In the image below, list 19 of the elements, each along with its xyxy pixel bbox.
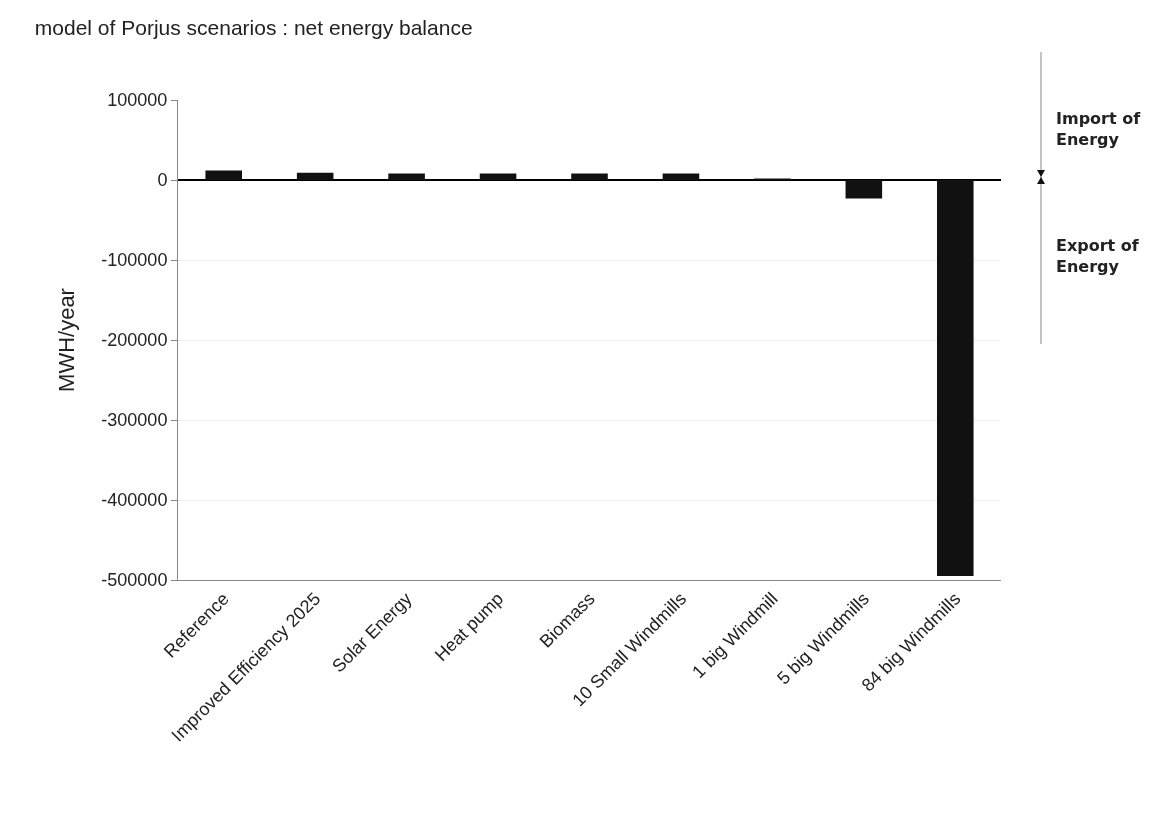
bar [936, 180, 974, 576]
y-tick-label: -300000 [101, 410, 168, 431]
bar [205, 170, 243, 180]
y-tick-label: -500000 [101, 570, 168, 591]
y-tick-label: 100000 [107, 90, 168, 111]
bar [479, 173, 517, 180]
y-tick-label: -400000 [101, 490, 168, 511]
bar [571, 173, 608, 180]
y-axis-title: MWH/year [54, 288, 80, 392]
bar [662, 173, 700, 180]
bar [388, 173, 425, 180]
y-tick-label: 0 [157, 170, 168, 191]
y-tick-label: -100000 [101, 250, 168, 271]
bar [845, 180, 883, 199]
text: Import of Energy [1056, 109, 1142, 149]
chart-title: model of Porjus scenarios : net energy balance [34, 16, 473, 40]
y-tick-label: -200000 [101, 330, 168, 351]
bar [296, 172, 334, 180]
text: Export of Energy [1056, 236, 1140, 276]
